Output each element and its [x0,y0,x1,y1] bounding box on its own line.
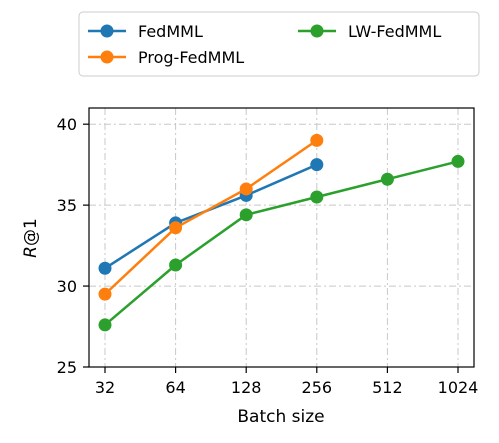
plot-frame [88,107,475,368]
legend-label: Prog-FedMML [138,48,244,67]
data-point [310,133,324,147]
data-point [310,190,324,204]
series-lw-fedmml [98,154,465,332]
legend-label: LW-FedMML [348,22,441,41]
data-point [98,261,112,275]
data-point [98,318,112,332]
data-point [380,172,394,186]
data-point [169,221,183,235]
series-prog-fedmml [98,133,324,301]
series-fedmml [98,158,324,275]
x-tick-label: 128 [231,378,262,397]
y-axis-title: R@1 [21,218,41,258]
grid [89,108,474,368]
x-tick-label: 64 [165,378,185,397]
y-tick-label: 30 [57,277,77,296]
data-point [310,158,324,172]
data-point [239,208,253,222]
series-line [104,163,318,270]
x-tick-label: 32 [95,378,115,397]
data-point [169,258,183,272]
y-axis-title-suffix: @1 [21,218,41,246]
legend-item: FedMML [88,22,203,41]
legend-marker [100,50,114,64]
y-axis-title-variable: R [21,246,41,258]
legend-marker [310,24,324,38]
legend-item: Prog-FedMML [88,48,244,67]
legend: FedMML Prog-FedMML LW-FedMML [78,11,480,77]
series-line [104,139,318,296]
legend-item: LW-FedMML [298,22,441,41]
legend-marker [100,24,114,38]
x-tick-label: 1024 [438,378,479,397]
data-point [98,287,112,301]
y-tick-label: 25 [57,358,77,377]
series-line [104,160,459,326]
axis-ticks: 32 64 128 256 512 1024 25 30 35 40 [57,115,479,397]
x-tick-label: 256 [302,378,333,397]
series [98,133,465,332]
x-axis-title: Batch size [237,407,324,427]
x-tick-label: 512 [372,378,403,397]
legend-box [78,11,480,77]
legend-label: FedMML [138,22,203,41]
data-point [451,154,465,168]
y-tick-label: 40 [57,115,77,134]
y-tick-label: 35 [57,196,77,215]
data-point [239,182,253,196]
